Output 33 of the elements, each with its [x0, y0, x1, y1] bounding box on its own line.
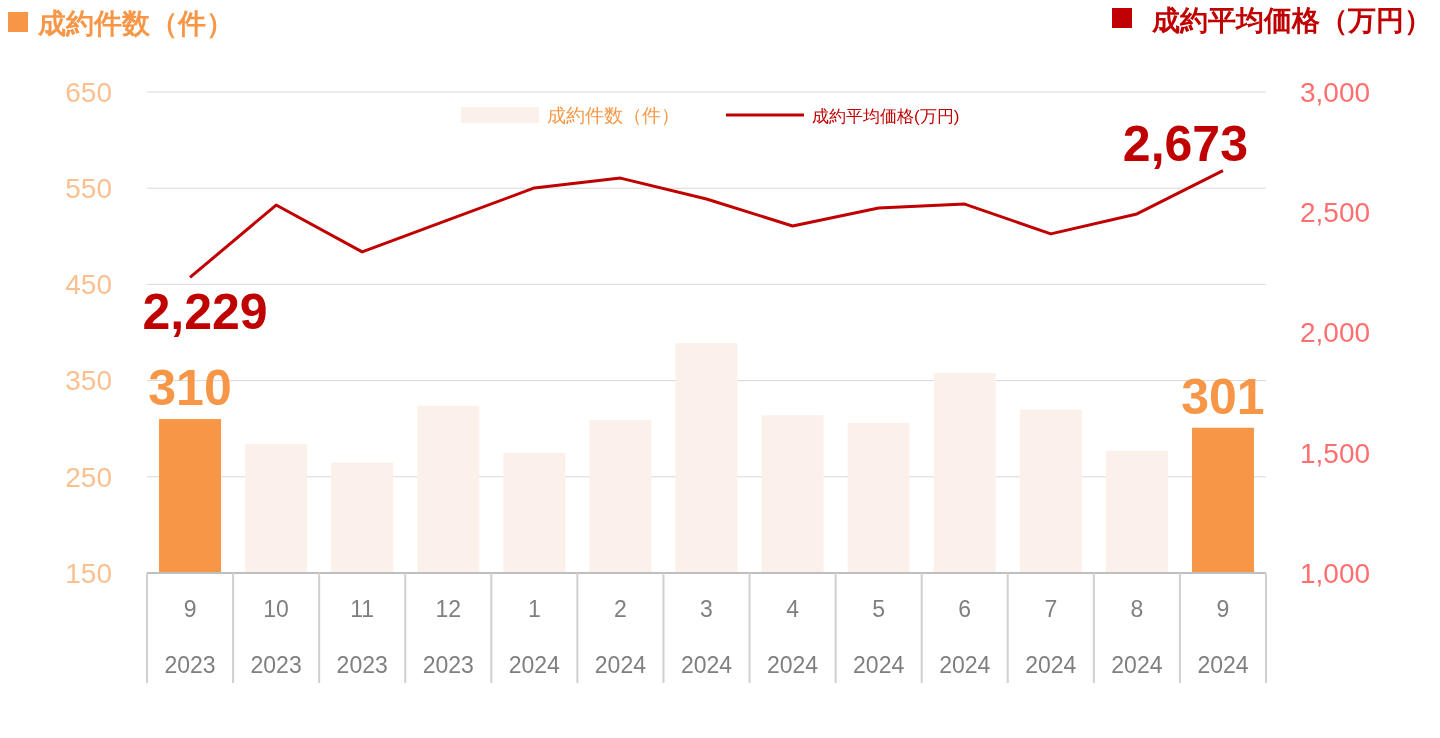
- y-tick-label: 250: [65, 461, 112, 493]
- y2-tick-label: 1,000: [1300, 557, 1371, 589]
- category-label: 9 2023: [164, 596, 216, 678]
- legend-label: 成約件数（件）: [547, 105, 680, 126]
- legend-label: 成約平均価格(万円): [812, 107, 960, 126]
- y-tick-label: 350: [65, 365, 112, 397]
- y2-tick-label: 1,500: [1300, 437, 1371, 469]
- y2-tick-label: 2,000: [1300, 317, 1371, 349]
- category-label: 1 2024: [508, 596, 560, 678]
- category-label: 3 2024: [680, 596, 733, 678]
- y-tick-label: 450: [65, 269, 112, 301]
- y-tick-label: 550: [65, 173, 112, 204]
- y2-tick-label: 3,000: [1300, 76, 1371, 108]
- category-label: 5 2024: [853, 596, 905, 678]
- y2-tick-label: 2,500: [1300, 197, 1371, 229]
- category-label: 2 2024: [594, 596, 647, 678]
- category-label: 11 2023: [336, 596, 388, 678]
- data-label: 301: [1181, 368, 1265, 425]
- category-label: 6 2024: [939, 596, 991, 678]
- y-tick-label: 150: [65, 557, 112, 589]
- y-tick-label: 650: [65, 76, 112, 108]
- data-label: 310: [148, 360, 232, 417]
- category-label: 8 2024: [1111, 596, 1163, 678]
- category-label: 10 2023: [250, 596, 302, 678]
- category-label: 4 2024: [766, 596, 819, 678]
- y-axis-title: 成約件数（件）: [37, 8, 234, 39]
- data-label: 2,229: [142, 284, 268, 341]
- category-label: 7 2024: [1025, 596, 1077, 678]
- line-series: [188, 169, 1225, 279]
- category-label: 12 2023: [422, 596, 474, 678]
- category-label: 9 2024: [1197, 596, 1249, 678]
- y2-axis-title: 成約平均価格（万円）: [1151, 5, 1432, 36]
- data-label: 2,673: [1122, 115, 1248, 172]
